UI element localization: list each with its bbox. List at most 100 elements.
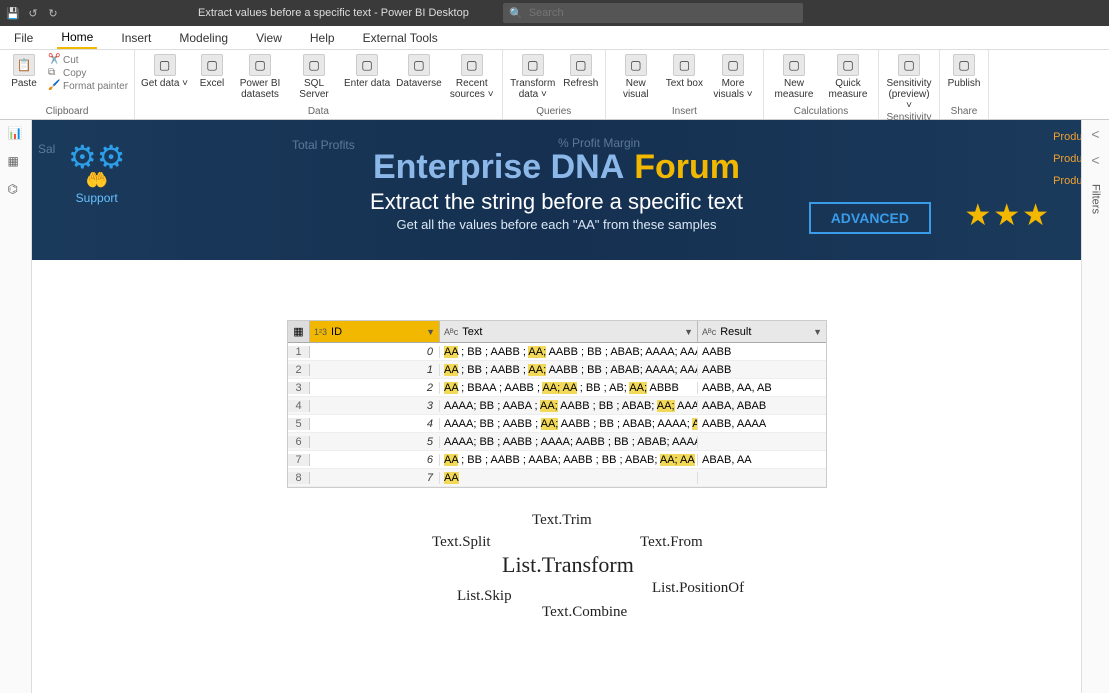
menu-insert[interactable]: Insert (117, 28, 155, 48)
menu-home[interactable]: Home (57, 27, 97, 49)
cloud-word: Text.From (640, 534, 703, 551)
ribbon: 📋 Paste ✂️Cut ⧉Copy 🖌️Format painter Cli… (0, 50, 1109, 120)
ribbon-icon: ▢ (837, 54, 859, 76)
data-view-icon[interactable]: ▦ (8, 154, 24, 170)
text-box-button[interactable]: ▢Text box (666, 54, 703, 89)
publish-button[interactable]: ▢Publish (946, 54, 982, 89)
product-list: ProducProducProduct (1053, 126, 1081, 192)
recent-sources-button[interactable]: ▢Recent sources ˅ (448, 54, 496, 100)
ribbon-icon: ▢ (953, 54, 975, 76)
report-view-icon[interactable]: 📊 (8, 126, 24, 142)
refresh-button[interactable]: ▢Refresh (563, 54, 599, 89)
text-type-icon: Aᴮc (702, 327, 716, 337)
ribbon-icon: ▢ (898, 54, 920, 76)
undo-icon[interactable]: ↺ (26, 6, 40, 20)
number-type-icon: 1²3 (314, 327, 327, 337)
titlebar: 💾 ↺ ↻ Extract values before a specific t… (0, 0, 1109, 26)
ribbon-group-share: ▢Publish Share (940, 50, 989, 119)
filters-pane: < < Filters (1081, 120, 1109, 693)
more-visuals-button[interactable]: ▢More visuals ˅ (709, 54, 757, 100)
quick-measure-button[interactable]: ▢Quick measure (824, 54, 872, 100)
table-row[interactable]: 76AA ; BB ; AABB ; AABA; AABB ; BB ; ABA… (288, 451, 826, 469)
chevron-down-icon[interactable]: ▼ (426, 327, 435, 337)
ribbon-icon: ▢ (461, 54, 483, 76)
table-row[interactable]: 10AA ; BB ; AABB ; AA; AABB ; BB ; ABAB;… (288, 343, 826, 361)
menu-view[interactable]: View (252, 28, 286, 48)
filters-label: Filters (1090, 184, 1102, 214)
menu-modeling[interactable]: Modeling (175, 28, 232, 48)
cloud-word: Text.Combine (542, 604, 627, 621)
table-row[interactable]: 87AA (288, 469, 826, 487)
search-input[interactable] (529, 7, 797, 19)
redo-icon[interactable]: ↻ (46, 6, 60, 20)
column-text[interactable]: AᴮcText▼ (440, 321, 698, 342)
chevron-down-icon[interactable]: ▼ (684, 327, 693, 337)
excel-button[interactable]: ▢Excel (194, 54, 230, 89)
cut-button[interactable]: ✂️Cut (48, 54, 128, 66)
window-title: Extract values before a specific text - … (198, 7, 469, 19)
menu-help[interactable]: Help (306, 28, 339, 48)
cloud-word: Text.Split (432, 534, 491, 551)
dataverse-button[interactable]: ▢Dataverse (396, 54, 442, 89)
new-measure-button[interactable]: ▢New measure (770, 54, 818, 100)
menu-file[interactable]: File (10, 28, 37, 48)
menu-external-tools[interactable]: External Tools (359, 28, 442, 48)
format-painter-button[interactable]: 🖌️Format painter (48, 80, 128, 92)
stars-icon: ★★★ (964, 198, 1051, 233)
ribbon-icon: ▢ (783, 54, 805, 76)
ribbon-icon: ▢ (408, 54, 430, 76)
table-corner[interactable]: ▦ (288, 321, 310, 342)
advanced-badge: ADVANCED (809, 202, 931, 234)
cut-icon: ✂️ (48, 54, 60, 66)
cloud-word: List.Skip (457, 588, 512, 605)
ribbon-icon: ▢ (570, 54, 592, 76)
power-bi-datasets-button[interactable]: ▢Power BI datasets (236, 54, 284, 100)
enter-data-button[interactable]: ▢Enter data (344, 54, 390, 89)
table-row[interactable]: 21AA ; BB ; AABB ; AA; AABB ; BB ; ABAB;… (288, 361, 826, 379)
brush-icon: 🖌️ (48, 80, 60, 92)
column-id[interactable]: 1²3ID▼ (310, 321, 440, 342)
power-query-table: ▦ 1²3ID▼ AᴮcText▼ AᴮcResult▼ 10AA ; BB ;… (287, 320, 827, 488)
sql-server-button[interactable]: ▢SQL Server (290, 54, 338, 100)
cloud-word: Text.Trim (532, 512, 592, 529)
word-cloud: Text.Trim Text.Split Text.From List.Tran… (402, 512, 742, 632)
view-sidebar: 📊 ▦ ⌬ (0, 120, 32, 693)
ribbon-group-clipboard: 📋 Paste ✂️Cut ⧉Copy 🖌️Format painter Cli… (0, 50, 135, 119)
ribbon-icon: ▢ (625, 54, 647, 76)
chevron-down-icon[interactable]: ▼ (813, 327, 822, 337)
model-view-icon[interactable]: ⌬ (8, 182, 24, 198)
banner-subsub: Get all the values before each "AA" from… (397, 217, 717, 232)
save-icon[interactable]: 💾 (6, 6, 20, 20)
cloud-word: List.Transform (502, 552, 634, 578)
table-row[interactable]: 54AAAA; BB ; AABB ; AA; AABB ; BB ; ABAB… (288, 415, 826, 433)
support-badge: ⚙⚙ 🤲 Support (68, 138, 125, 205)
table-row[interactable]: 32AA ; BBAA ; AABB ; AA; AA ; BB ; AB; A… (288, 379, 826, 397)
banner: Sal Total Profits % Profit Margin ⚙⚙ 🤲 S… (32, 120, 1081, 260)
text-type-icon: Aᴮc (444, 327, 458, 337)
collapse-icon[interactable]: < (1091, 126, 1099, 142)
sensitivity-preview--button[interactable]: ▢Sensitivity (preview) ˅ (885, 54, 933, 111)
paste-button[interactable]: 📋 Paste (6, 54, 42, 89)
get-data-button[interactable]: ▢Get data ˅ (141, 54, 188, 89)
collapse-icon[interactable]: < (1091, 152, 1099, 168)
table-row[interactable]: 65AAAA; BB ; AABB ; AAAA; AABB ; BB ; AB… (288, 433, 826, 451)
ribbon-icon: ▢ (356, 54, 378, 76)
banner-subtitle: Extract the string before a specific tex… (370, 189, 743, 215)
ribbon-group-data: ▢Get data ˅▢Excel▢Power BI datasets▢SQL … (135, 50, 503, 119)
ribbon-icon: ▢ (303, 54, 325, 76)
ribbon-icon: ▢ (154, 54, 176, 76)
ribbon-icon: ▢ (249, 54, 271, 76)
ribbon-group-calc: ▢New measure▢Quick measure Calculations (764, 50, 879, 119)
ribbon-group-queries: ▢Transform data ˅▢Refresh Queries (503, 50, 606, 119)
column-result[interactable]: AᴮcResult▼ (698, 321, 826, 342)
transform-data-button[interactable]: ▢Transform data ˅ (509, 54, 557, 100)
ribbon-icon: ▢ (201, 54, 223, 76)
search-box[interactable]: 🔍 (503, 3, 803, 23)
new-visual-button[interactable]: ▢New visual (612, 54, 660, 100)
table-row[interactable]: 43AAAA; BB ; AABA ; AA; AABB ; BB ; ABAB… (288, 397, 826, 415)
copy-icon: ⧉ (48, 67, 60, 79)
banner-title: Enterprise DNA Forum (373, 148, 740, 187)
search-icon: 🔍 (509, 7, 523, 20)
ribbon-icon: ▢ (722, 54, 744, 76)
copy-button[interactable]: ⧉Copy (48, 67, 128, 79)
